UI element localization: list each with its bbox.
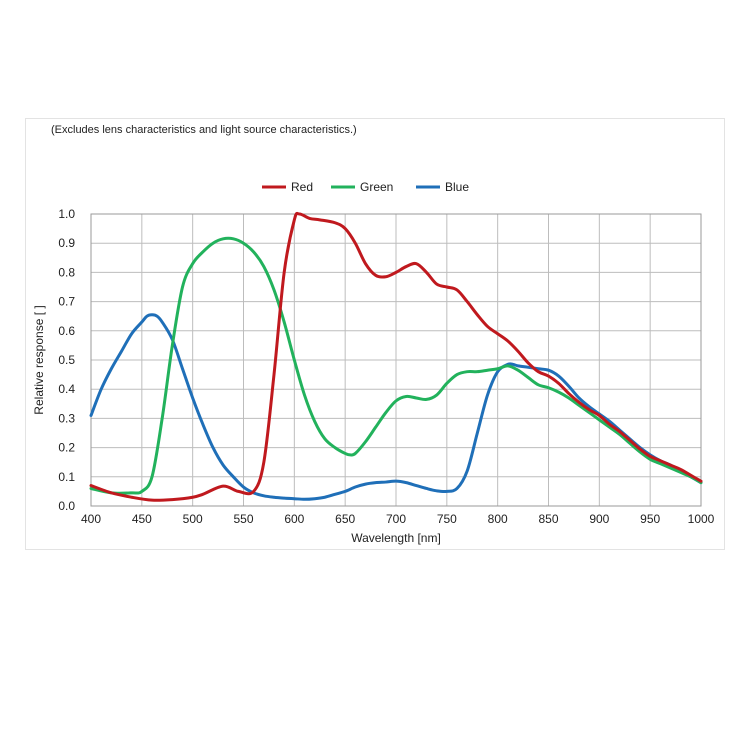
y-tick-label: 0.5 bbox=[58, 353, 75, 367]
chart-svg: 400 450 500 550 600 650 700 750 800 850 900 950 1000… bbox=[32, 180, 715, 545]
y-tick-label: 0.3 bbox=[58, 411, 75, 425]
axes: 400 450 500 550 600 650 700 750 800 850 900 950 1000… bbox=[58, 207, 714, 526]
series-line-green bbox=[89, 236, 703, 495]
series-line-red bbox=[89, 211, 703, 502]
grid bbox=[90, 213, 702, 507]
x-tick-label: 500 bbox=[183, 512, 203, 526]
legend-label-red: Red bbox=[291, 180, 313, 194]
x-tick-label: 900 bbox=[589, 512, 609, 526]
chart-figure: (Excludes lens characteristics and light… bbox=[25, 118, 725, 550]
y-tick-label: 0.6 bbox=[58, 324, 75, 338]
series-layer bbox=[89, 211, 703, 502]
legend: Red Green Blue bbox=[262, 180, 469, 194]
x-tick-label: 650 bbox=[335, 512, 355, 526]
y-tick-label: 0.1 bbox=[58, 470, 75, 484]
chart-note: (Excludes lens characteristics and light… bbox=[51, 124, 357, 136]
x-tick-label: 450 bbox=[132, 512, 152, 526]
y-tick-label: 0.9 bbox=[58, 236, 75, 250]
x-tick-label: 800 bbox=[488, 512, 508, 526]
x-tick-label: 1000 bbox=[688, 512, 715, 526]
y-tick-label: 0.2 bbox=[58, 441, 75, 455]
x-tick-label: 750 bbox=[437, 512, 457, 526]
legend-label-blue: Blue bbox=[445, 180, 469, 194]
x-tick-label: 400 bbox=[81, 512, 101, 526]
x-axis-title: Wavelength [nm] bbox=[351, 531, 441, 545]
x-tick-label: 850 bbox=[538, 512, 558, 526]
x-tick-label: 950 bbox=[640, 512, 660, 526]
x-tick-label: 550 bbox=[233, 512, 253, 526]
legend-label-green: Green bbox=[360, 180, 393, 194]
y-tick-label: 1.0 bbox=[58, 207, 75, 221]
y-axis-title: Relative response [ ] bbox=[32, 305, 46, 414]
y-tick-label: 0.4 bbox=[58, 382, 75, 396]
y-tick-label: 0.0 bbox=[58, 499, 75, 513]
plot-frame bbox=[90, 213, 702, 507]
x-tick-label: 700 bbox=[386, 512, 406, 526]
y-tick-label: 0.7 bbox=[58, 295, 75, 309]
series-line-blue bbox=[89, 313, 703, 501]
x-tick-label: 600 bbox=[284, 512, 304, 526]
y-tick-label: 0.8 bbox=[58, 265, 75, 279]
